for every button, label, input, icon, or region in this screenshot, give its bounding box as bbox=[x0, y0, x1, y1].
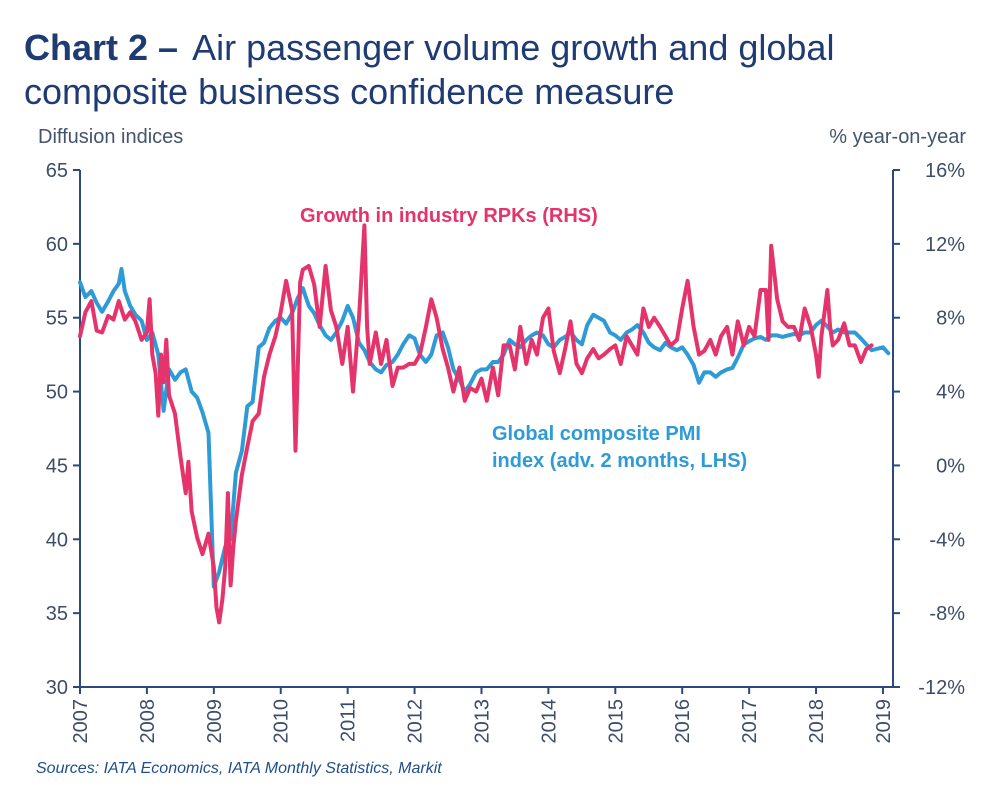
left-axis-tick-label: 65 bbox=[46, 160, 68, 182]
pmi-series-line bbox=[78, 267, 891, 589]
left-axis-tick-label: 45 bbox=[46, 455, 68, 477]
right-axis-title: % year-on-year bbox=[829, 126, 966, 148]
left-axis-tick-label: 30 bbox=[46, 677, 68, 699]
left-axis-tick-label: 50 bbox=[46, 382, 68, 404]
left-axis-tick-label: 40 bbox=[46, 529, 68, 551]
chart-title: Chart 2 – Air passenger volume growth and… bbox=[24, 26, 984, 114]
x-axis-tick-label: 2019 bbox=[873, 699, 895, 744]
chart-title-text: Air passenger volume growth and global c… bbox=[24, 27, 835, 112]
right-axis-tick-label: 0% bbox=[936, 455, 965, 477]
rpk-series-line bbox=[78, 223, 874, 625]
left-axis-tick-label: 55 bbox=[46, 308, 68, 330]
pmi-series-annotation: index (adv. 2 months, LHS) bbox=[492, 450, 747, 472]
right-axis-tick-label: 4% bbox=[936, 382, 965, 404]
right-axis-tick-label: -8% bbox=[929, 603, 965, 625]
x-axis-tick-label: 2018 bbox=[806, 699, 828, 744]
right-axis-tick-label: -4% bbox=[929, 529, 965, 551]
x-axis-tick-label: 2008 bbox=[137, 699, 159, 744]
right-axis-tick-label: 8% bbox=[936, 308, 965, 330]
x-axis-tick-label: 2007 bbox=[70, 699, 92, 744]
x-axis-tick-label: 2015 bbox=[605, 699, 627, 744]
left-axis-title: Diffusion indices bbox=[38, 126, 184, 148]
x-axis-tick-label: 2011 bbox=[338, 699, 360, 742]
left-axis-tick-label: 60 bbox=[46, 234, 68, 256]
x-axis-tick-label: 2012 bbox=[405, 699, 427, 744]
x-axis-tick-label: 2010 bbox=[271, 699, 293, 744]
right-axis-tick-label: -12% bbox=[918, 677, 965, 699]
x-axis-tick-label: 2017 bbox=[739, 699, 761, 744]
pmi-series-annotation: Global composite PMI bbox=[492, 423, 701, 445]
source-note: Sources: IATA Economics, IATA Monthly St… bbox=[36, 760, 442, 777]
x-axis-tick-label: 2013 bbox=[471, 699, 493, 744]
x-axis-tick-label: 2009 bbox=[204, 699, 226, 744]
right-axis-tick-label: 12% bbox=[925, 234, 965, 256]
x-axis-tick-label: 2014 bbox=[538, 699, 560, 744]
chart-title-lead: Chart 2 – bbox=[24, 27, 179, 68]
x-axis-tick-label: 2016 bbox=[672, 699, 694, 744]
rpk-series-annotation: Growth in industry RPKs (RHS) bbox=[300, 205, 598, 227]
left-axis-tick-label: 35 bbox=[46, 603, 68, 625]
right-axis-tick-label: 16% bbox=[925, 160, 965, 182]
